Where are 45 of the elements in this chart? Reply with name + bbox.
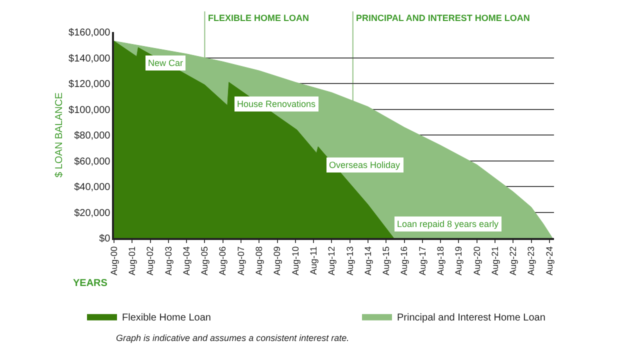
x-tick-label: Aug-15 bbox=[381, 246, 392, 276]
y-tick-label: $40,000 bbox=[74, 182, 111, 193]
x-tick-label: Aug-21 bbox=[490, 246, 500, 276]
y-tick-label: $80,000 bbox=[74, 130, 111, 142]
x-tick-label: Aug-11 bbox=[308, 246, 318, 275]
x-tick-label: Aug-24 bbox=[544, 246, 554, 276]
y-tick-label: $100,000 bbox=[68, 104, 111, 116]
x-tick-label: Aug-08 bbox=[254, 246, 264, 276]
x-axis-title: YEARS bbox=[73, 278, 108, 289]
annotation: Overseas Holiday bbox=[329, 160, 401, 170]
y-tick-label: $140,000 bbox=[68, 53, 111, 64]
x-tick-label: Aug-19 bbox=[454, 246, 464, 276]
x-tick-label: Aug-14 bbox=[362, 246, 373, 276]
y-tick-label: $120,000 bbox=[68, 79, 111, 90]
x-tick-label: Aug-05 bbox=[200, 246, 210, 276]
y-tick-label: $20,000 bbox=[74, 208, 111, 219]
x-tick-label: Aug-20 bbox=[472, 246, 482, 276]
legend-label: Principal and Interest Home Loan bbox=[397, 312, 546, 324]
x-tick-label: Aug-00 bbox=[108, 246, 119, 276]
x-tick-label: Aug-09 bbox=[272, 246, 282, 276]
ref-line-label: FLEXIBLE HOME LOAN bbox=[208, 13, 309, 23]
x-tick-label: Aug-10 bbox=[290, 246, 300, 276]
x-tick-label: Aug-07 bbox=[236, 246, 246, 276]
text: Graph is indicative and assumes a consistent interest rate. bbox=[116, 333, 350, 343]
y-tick-label: $0 bbox=[99, 234, 111, 244]
x-tick-label: Aug-17 bbox=[417, 246, 428, 276]
ref-line-label: PRINCIPAL AND INTEREST HOME LOAN bbox=[356, 13, 530, 23]
x-tick-label: Aug-22 bbox=[508, 246, 518, 276]
x-tick-label: Aug-04 bbox=[181, 246, 192, 276]
legend-label: Flexible Home Loan bbox=[122, 312, 211, 324]
x-tick-label: Aug-12 bbox=[326, 246, 337, 276]
x-tick-label: Aug-16 bbox=[399, 246, 410, 276]
x-tick-label: Aug-02 bbox=[145, 246, 156, 276]
x-tick-label: Aug-18 bbox=[435, 246, 446, 276]
x-tick-label: Aug-23 bbox=[526, 246, 536, 276]
x-tick-label: Aug-03 bbox=[163, 246, 174, 276]
x-tick-label: Aug-13 bbox=[344, 246, 355, 276]
x-tick-label: Aug-01 bbox=[127, 246, 138, 276]
y-axis-title: $ LOAN BALANCE bbox=[54, 92, 66, 178]
x-tick-label: Aug-06 bbox=[218, 246, 228, 276]
annotation: Loan repaid 8 years early bbox=[397, 219, 500, 229]
annotation: House Renovations bbox=[237, 99, 316, 109]
y-tick-label: $60,000 bbox=[74, 156, 111, 168]
y-tick-label: $160,000 bbox=[68, 28, 111, 38]
annotation: New Car bbox=[148, 58, 184, 68]
